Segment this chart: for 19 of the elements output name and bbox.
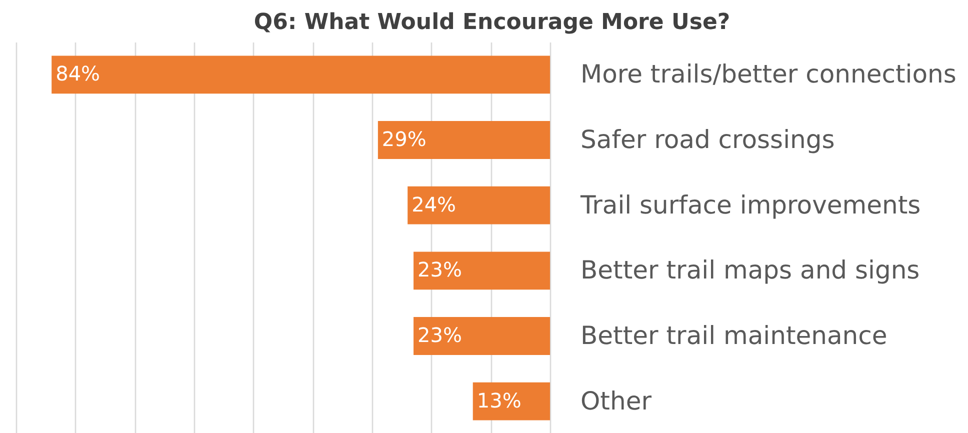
y-tick-label: More trails/better connections — [580, 60, 956, 89]
y-tick-label: Better trail maintenance — [580, 321, 888, 350]
data-label: 23% — [418, 258, 462, 282]
y-tick-label: Better trail maps and signs — [580, 256, 920, 285]
y-tick-label: Other — [580, 386, 652, 416]
bar — [472, 382, 550, 420]
data-label: 29% — [382, 127, 426, 151]
bar — [408, 186, 550, 224]
bar — [414, 252, 550, 290]
data-label: 23% — [418, 323, 462, 347]
chart-title: Q6: What Would Encourage More Use? — [254, 10, 730, 35]
data-label: 13% — [476, 388, 522, 412]
data-label: 24% — [412, 192, 456, 216]
bar — [52, 56, 550, 94]
data-label: 84% — [56, 62, 100, 86]
bar — [414, 317, 550, 355]
y-tick-label: Safer road crossings — [580, 125, 835, 154]
bar — [378, 121, 550, 159]
y-tick-label: Trail surface improvements — [580, 190, 921, 220]
